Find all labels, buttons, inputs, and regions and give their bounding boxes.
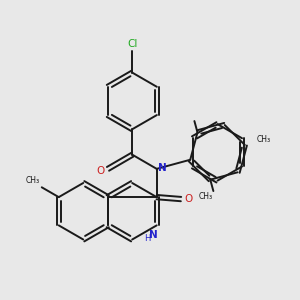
Text: O: O	[184, 194, 192, 204]
Text: CH₃: CH₃	[26, 176, 40, 185]
Text: N: N	[149, 230, 158, 240]
Text: Cl: Cl	[127, 39, 137, 49]
Text: N: N	[158, 163, 167, 173]
Text: H: H	[144, 234, 150, 243]
Text: CH₃: CH₃	[257, 135, 271, 144]
Text: O: O	[97, 166, 105, 176]
Text: CH₃: CH₃	[199, 192, 213, 201]
